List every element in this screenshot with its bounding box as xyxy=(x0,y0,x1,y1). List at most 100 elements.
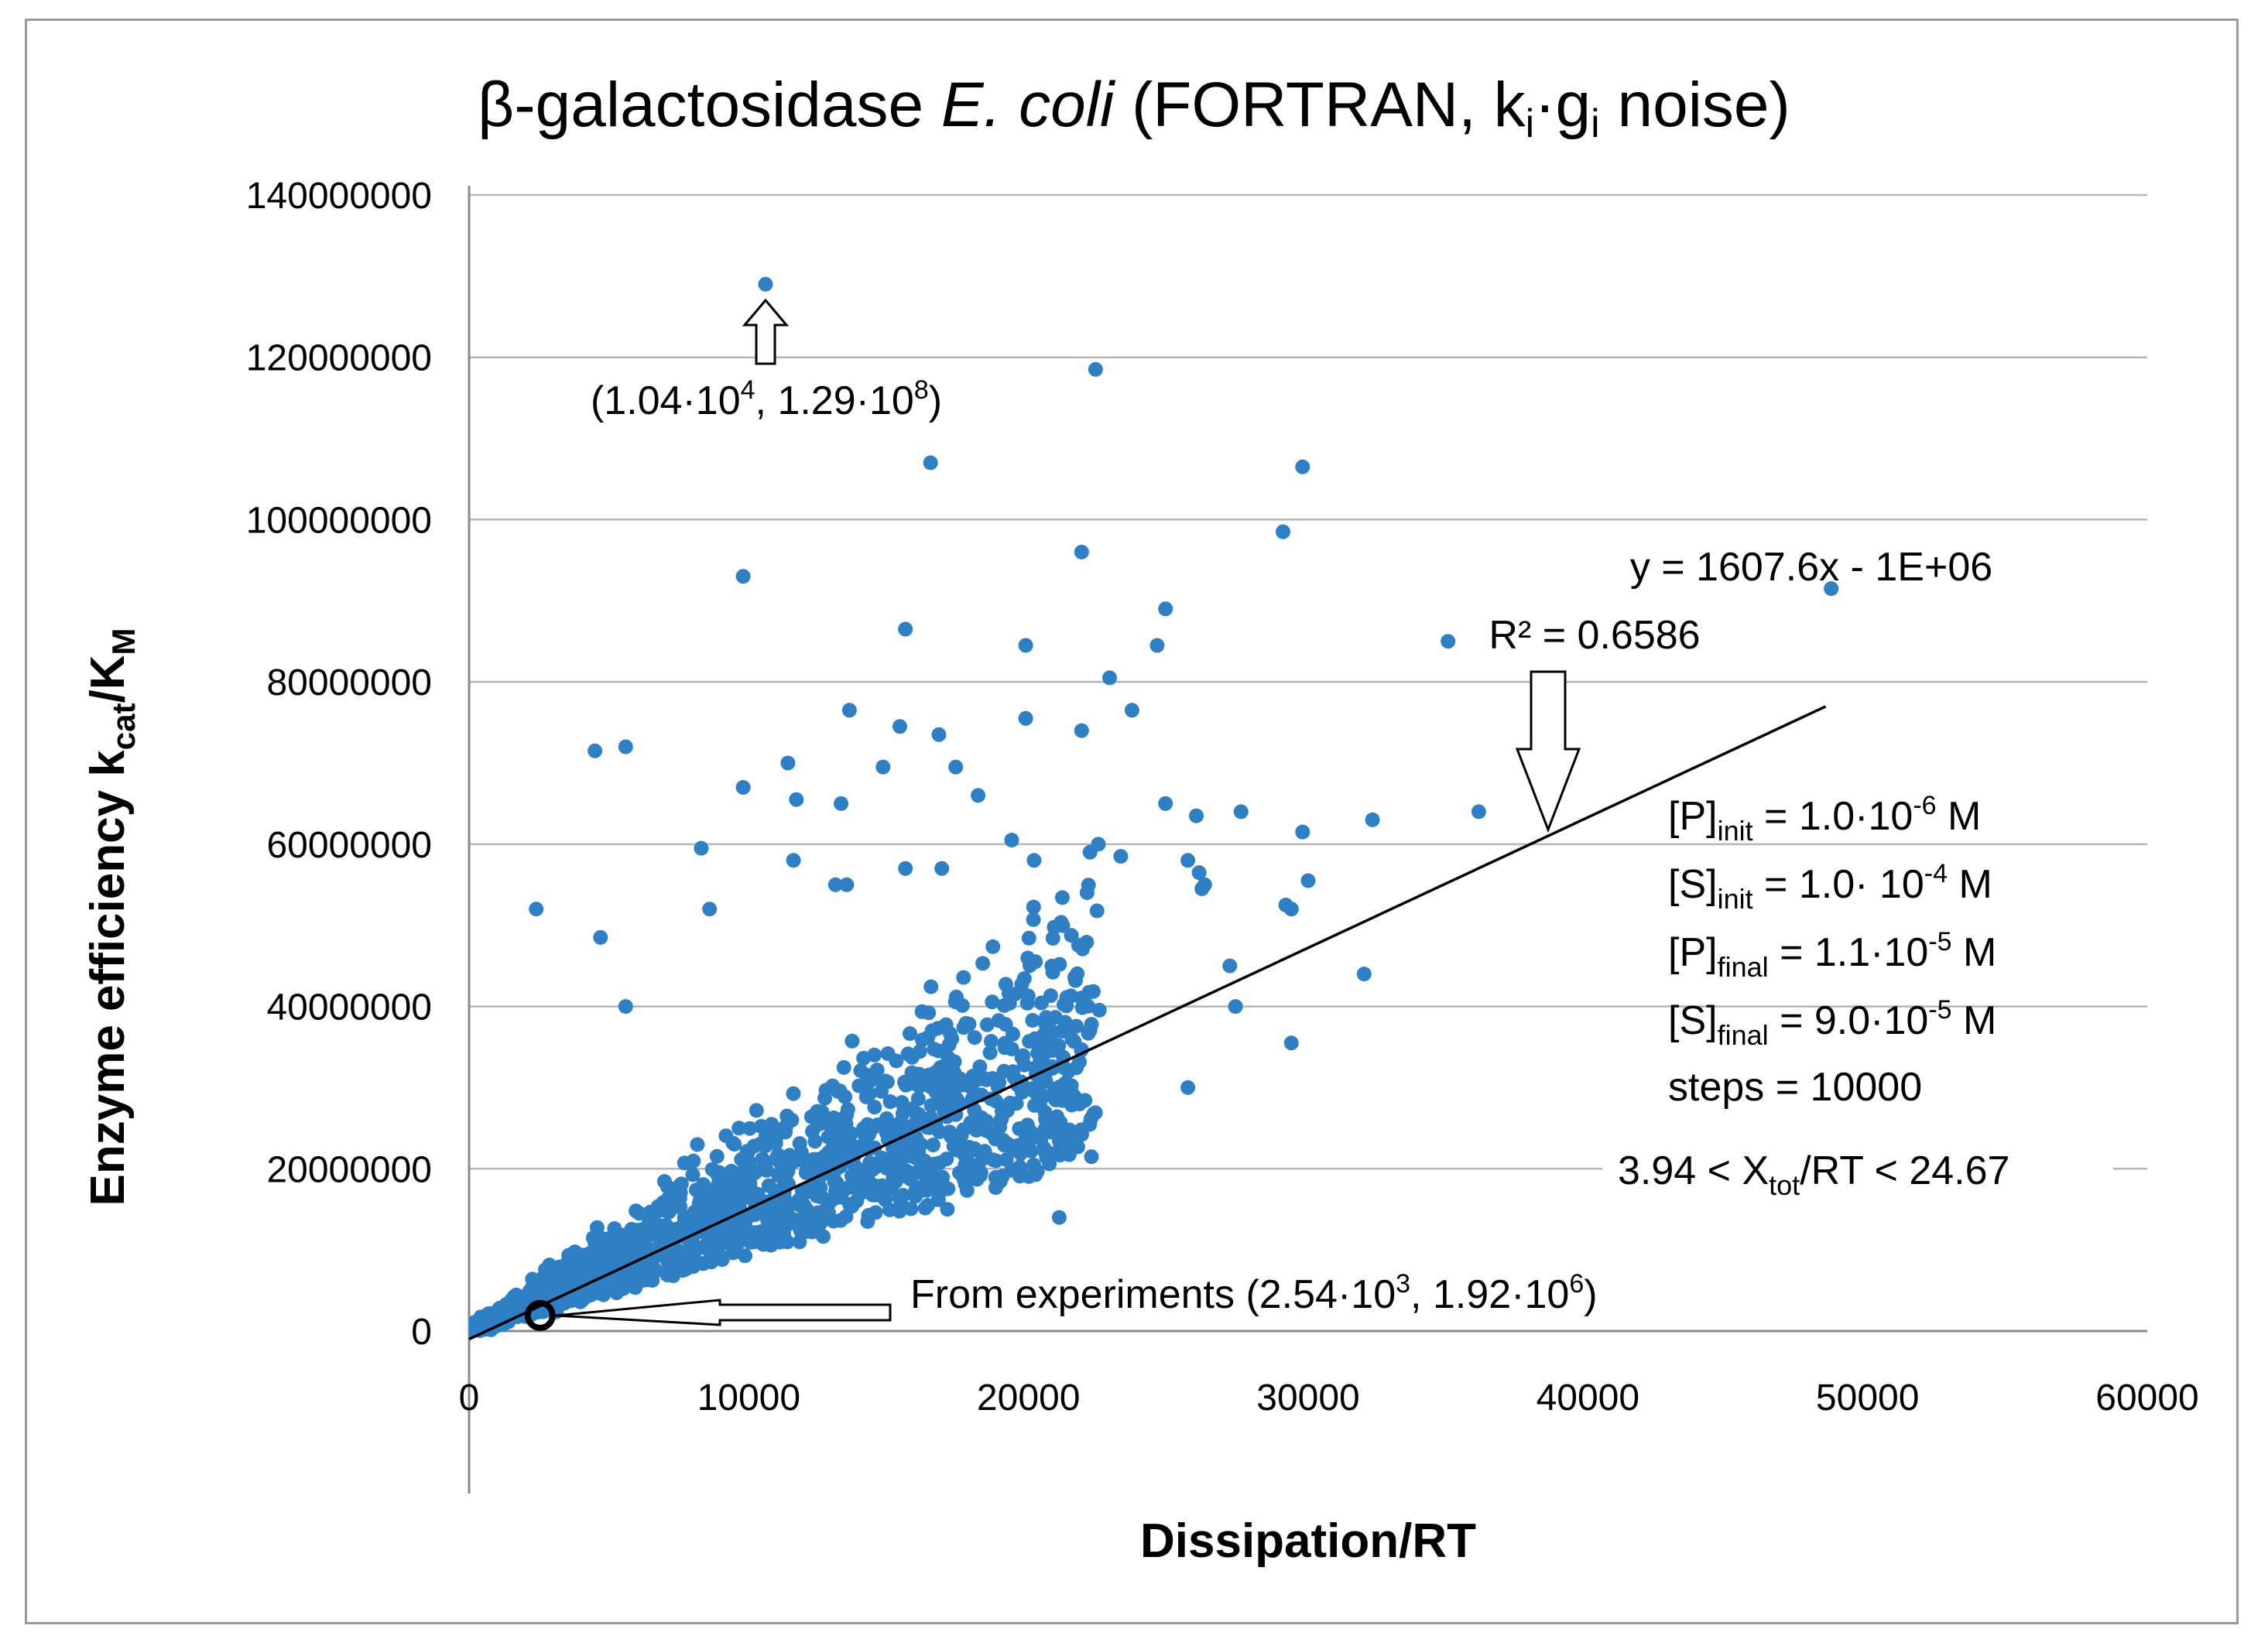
data-point xyxy=(1016,971,1032,986)
x-tick-label: 50000 xyxy=(1816,1377,1919,1418)
data-point xyxy=(1026,912,1041,927)
data-point xyxy=(832,1134,848,1150)
data-point xyxy=(1007,987,1023,1002)
data-point xyxy=(553,1263,569,1278)
data-point xyxy=(1180,853,1196,868)
data-point xyxy=(844,1126,859,1141)
outlier-label: (1.04·104, 1.29·108) xyxy=(591,375,942,423)
data-point xyxy=(894,1095,910,1110)
data-point xyxy=(676,1217,691,1232)
data-point xyxy=(1018,638,1033,653)
data-point xyxy=(903,1026,917,1042)
x-tick-label: 60000 xyxy=(2095,1377,2198,1418)
data-point xyxy=(1070,966,1085,981)
data-point xyxy=(709,1245,724,1261)
data-point xyxy=(618,999,633,1015)
experiment-point xyxy=(524,1299,556,1331)
data-point xyxy=(686,1153,701,1169)
data-point xyxy=(694,840,709,856)
data-point xyxy=(711,1227,727,1243)
data-point xyxy=(896,1188,911,1203)
data-point xyxy=(792,1234,807,1250)
data-point xyxy=(792,1197,807,1213)
data-point xyxy=(1051,1038,1067,1053)
data-point xyxy=(738,1226,753,1241)
data-point xyxy=(831,1083,846,1099)
data-point xyxy=(588,743,603,758)
data-point xyxy=(709,1148,725,1164)
data-point xyxy=(542,1267,557,1282)
data-point xyxy=(943,1026,958,1042)
data-point xyxy=(1016,1123,1032,1138)
data-point xyxy=(948,759,964,775)
data-point xyxy=(839,1107,854,1123)
x-axis-title: Dissipation/RT xyxy=(1140,1514,1476,1568)
data-point xyxy=(958,1015,974,1031)
data-point xyxy=(874,1151,889,1165)
data-point xyxy=(589,1262,605,1278)
data-point xyxy=(1074,723,1089,738)
data-point xyxy=(1043,988,1058,1004)
data-point xyxy=(678,1261,694,1277)
data-point xyxy=(1074,544,1089,560)
data-point xyxy=(1039,1010,1053,1025)
data-point xyxy=(939,1152,954,1167)
data-point xyxy=(868,1186,883,1202)
data-point xyxy=(610,1274,625,1288)
data-point xyxy=(919,1172,934,1187)
y-tick-label: 60000000 xyxy=(266,825,432,866)
data-point xyxy=(1009,1096,1024,1111)
data-point xyxy=(1036,1141,1052,1156)
data-point xyxy=(807,1134,823,1149)
data-point xyxy=(1028,954,1043,970)
y-tick-label: 120000000 xyxy=(246,338,432,379)
data-point xyxy=(735,569,751,584)
data-point xyxy=(687,1244,702,1260)
data-point xyxy=(958,1169,973,1184)
y-tick-label: 100000000 xyxy=(246,500,432,541)
data-point xyxy=(605,1244,620,1260)
data-point xyxy=(944,1128,958,1144)
conditions-block: [P]init = 1.0·10-6 M [S]init = 1.0· 10-4… xyxy=(1668,791,1996,1110)
data-point xyxy=(992,1119,1008,1134)
data-point xyxy=(1027,1098,1042,1113)
data-point xyxy=(1082,1117,1098,1132)
data-point xyxy=(992,1174,1008,1189)
data-point xyxy=(711,1165,727,1180)
data-point xyxy=(1228,999,1243,1015)
data-point xyxy=(1050,1109,1065,1124)
data-point xyxy=(940,1054,955,1069)
data-point xyxy=(818,1083,834,1098)
data-point xyxy=(941,1037,957,1052)
data-point xyxy=(975,956,991,971)
data-point xyxy=(1026,899,1041,915)
data-point xyxy=(1059,998,1074,1014)
data-point xyxy=(969,1123,984,1138)
data-point xyxy=(898,621,913,637)
data-point xyxy=(971,788,986,803)
data-point xyxy=(1191,865,1207,881)
data-point xyxy=(965,1069,981,1084)
data-point xyxy=(748,1206,763,1222)
data-point xyxy=(1054,890,1070,905)
data-point xyxy=(786,1086,801,1101)
data-point xyxy=(671,1247,686,1263)
data-point xyxy=(1222,958,1238,974)
data-point xyxy=(867,1100,882,1115)
data-point xyxy=(731,1121,747,1136)
data-point xyxy=(978,1072,994,1087)
data-point xyxy=(1064,928,1079,943)
data-point xyxy=(1020,1137,1036,1152)
data-point xyxy=(755,1237,771,1252)
data-point xyxy=(991,1013,1006,1028)
data-point xyxy=(660,1179,675,1194)
data-point xyxy=(1016,1048,1031,1063)
data-point xyxy=(845,1199,860,1214)
y-axis-title: Enzyme efficiency kcat/KM xyxy=(81,628,142,1206)
data-point xyxy=(1060,1064,1076,1079)
data-point xyxy=(702,902,718,917)
data-point xyxy=(1365,812,1380,827)
data-point xyxy=(757,1155,773,1171)
data-point xyxy=(690,1137,705,1152)
data-point xyxy=(1030,1045,1046,1061)
